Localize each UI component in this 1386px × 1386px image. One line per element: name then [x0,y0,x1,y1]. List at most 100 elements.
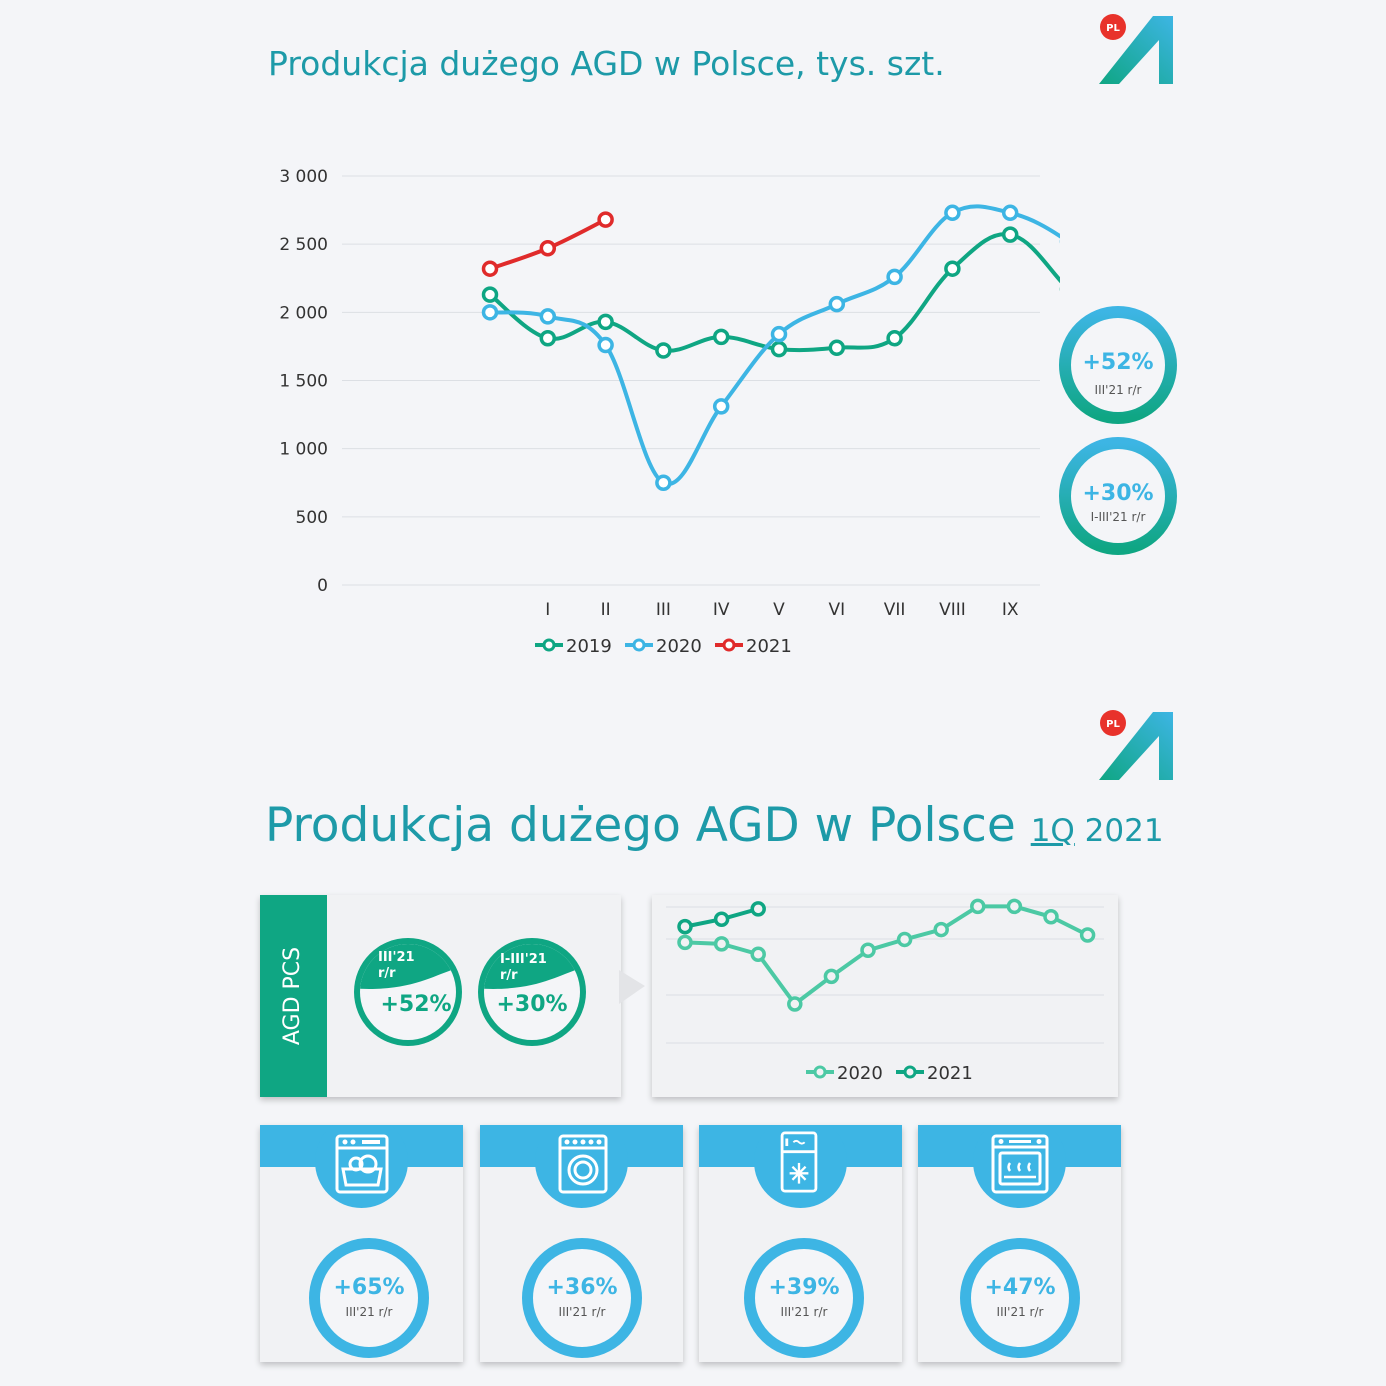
data-point [770,340,788,358]
card-value: +65% [333,1275,405,1300]
logo-badge: PL [1106,719,1120,730]
data-point [750,901,766,917]
x-tick-label: II [601,600,611,620]
legend-label: 2020 [837,1063,883,1084]
chart-title: Produkcja dużego AGD w Polsce, tys. szt. [268,44,945,83]
data-point [828,295,846,313]
x-tick-label: VI [828,600,845,620]
section-title-main: Produkcja dużego AGD w Polsce [265,798,1031,853]
y-tick-label: 0 [317,576,328,596]
ring-label: I-III'21 r/r [1090,510,1146,524]
data-point [655,342,672,359]
data-point [770,325,788,343]
agd-pcs-panel: AGD PCS III'21 r/r +52% I-III'21 r/r +30… [260,895,621,1097]
ring: +47% III'21 r/r [960,1238,1080,1358]
bubble-period: III'21 [378,950,415,965]
ring-value: +30% [1082,481,1154,506]
data-point [1079,927,1096,943]
card-fridge: +39% III'21 r/r [699,1125,902,1362]
data-point [481,260,499,277]
legend-marker [722,638,736,652]
data-point [539,240,557,257]
y-tick-label: 2 500 [279,235,328,255]
ring-i-iii21: +30% I-III'21 r/r [1059,437,1177,555]
legend-marker [813,1065,827,1079]
ring: +36% III'21 r/r [522,1238,642,1358]
bubble-period: I-III'21 [500,952,547,967]
data-point [597,313,614,331]
x-tick-label: I [545,600,550,620]
data-point [860,942,876,959]
data-point [597,211,614,228]
data-point [1006,898,1023,915]
ring-value: +52% [1082,350,1154,375]
data-point [886,329,903,347]
card-value: +36% [546,1275,618,1300]
y-tick-label: 1 500 [279,372,328,392]
bubble-i-iii21: I-III'21 r/r +30% [478,938,586,1046]
x-tick-label: III [656,600,671,620]
data-point [828,339,846,357]
side-band [260,895,327,1097]
data-point [787,996,803,1012]
logo-badge: PL [1106,23,1120,34]
card-label: III'21 r/r [996,1305,1044,1319]
data-point [944,260,961,277]
legend-marker [542,638,556,652]
mini-line-chart: 2020 2021 [666,898,1104,1084]
data-point [823,968,840,985]
legend-label: 2020 [656,636,702,657]
data-point [1001,226,1019,243]
x-tick-label: VII [884,600,906,620]
series-line-2020 [684,904,1089,1007]
card-washing-machine: +36% III'21 r/r [480,1125,683,1362]
bubble-iii21: III'21 r/r +52% [354,938,462,1046]
y-tick-label: 3 000 [279,167,328,187]
bubble-rr: r/r [500,968,518,983]
data-point [896,931,913,948]
card-value: +47% [984,1275,1056,1300]
card-dishwasher: +65% III'21 r/r [260,1125,463,1362]
card-label: III'21 r/r [558,1305,606,1319]
data-point [933,921,949,938]
y-tick-label: 500 [296,508,328,528]
data-point [886,268,903,286]
card-label: III'21 r/r [780,1305,828,1319]
section-title-quarter: 1Q [1030,813,1075,849]
brand-logo: PL [1099,14,1173,84]
legend-label: 2021 [746,636,792,657]
legend-marker [903,1065,917,1079]
data-point [539,329,557,347]
x-tick-label: IX [1002,600,1019,620]
y-tick-label: 1 000 [279,440,328,460]
data-point [944,204,961,222]
data-point [713,911,730,927]
mini-chart-panel: 2020 2021 [652,895,1118,1097]
data-point [712,398,730,415]
panel-arrow [619,970,645,1004]
data-point [712,328,730,346]
x-tick-label: IV [713,600,730,620]
side-label: AGD PCS [280,946,305,1046]
legend-label: 2021 [927,1063,973,1084]
section-title-year: 2021 [1074,813,1164,849]
legend-marker [632,638,646,652]
ring: +39% III'21 r/r [744,1238,864,1358]
data-point [677,934,693,951]
fridge-icon [780,1131,818,1193]
washing-machine-icon [558,1134,608,1194]
section-title: Produkcja dużego AGD w Polsce 1Q 2021 [265,798,1164,853]
bubble-value: +30% [496,992,567,1017]
ring-label: III'21 r/r [1094,383,1142,397]
card-value: +39% [768,1275,840,1300]
y-tick-label: 2 000 [279,303,328,323]
card-label: III'21 r/r [345,1305,393,1319]
dishwasher-icon [335,1134,389,1194]
legend-label: 2019 [566,636,612,657]
x-tick-label: VIII [939,600,966,620]
data-point [539,308,557,325]
bubble-value: +52% [380,992,451,1017]
x-tick-label: V [773,600,785,620]
data-point [481,286,499,303]
